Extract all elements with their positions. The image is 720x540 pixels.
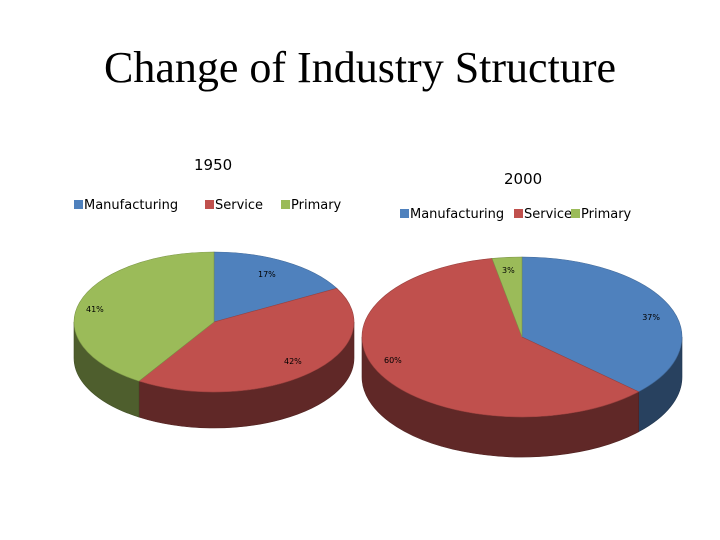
pie-slice-service [138, 287, 355, 393]
legend-swatch-manufacturing [400, 209, 409, 218]
pie-chart-2000: 37% 60% 3% [361, 256, 683, 458]
pie-slice-primary [73, 251, 215, 382]
legend-item-primary: Primary [571, 207, 631, 222]
chart-2000-title: 2000 [504, 170, 543, 188]
legend-item-manufacturing: Manufacturing [400, 207, 504, 222]
legend-swatch-service [514, 209, 523, 218]
pie-slice-primary [491, 256, 523, 338]
data-label-primary: 41% [86, 305, 104, 314]
data-label-manufacturing: 37% [642, 313, 660, 322]
data-label-service: 42% [284, 357, 302, 366]
chart-1950-title: 1950 [194, 156, 233, 174]
data-label-primary: 3% [502, 266, 515, 275]
legend-swatch-service [205, 200, 214, 209]
legend-swatch-primary [281, 200, 290, 209]
legend-item-primary: Primary [281, 198, 341, 213]
slide-title: Change of Industry Structure [104, 43, 616, 92]
legend-item-manufacturing: Manufacturing [74, 198, 178, 213]
pie-slice-manufacturing [521, 256, 683, 393]
data-label-manufacturing: 17% [258, 270, 276, 279]
legend-swatch-manufacturing [74, 200, 83, 209]
pie-chart-1950: 17% 42% 41% [73, 251, 355, 429]
data-label-service: 60% [384, 356, 402, 365]
pie-slice-manufacturing [213, 251, 338, 323]
pie-slice-service [361, 258, 640, 418]
legend-item-service: Service [514, 207, 572, 222]
legend-item-service: Service [205, 198, 263, 213]
legend-swatch-primary [571, 209, 580, 218]
